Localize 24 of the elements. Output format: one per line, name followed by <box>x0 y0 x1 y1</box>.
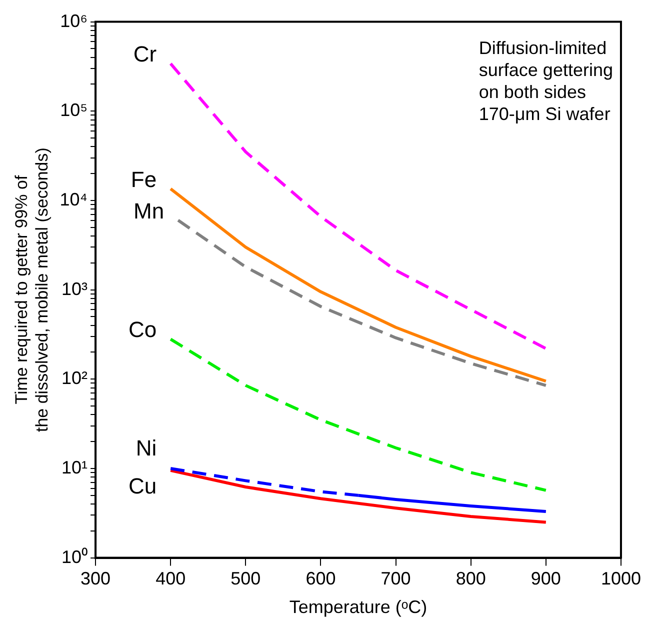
x-axis-title: Temperature (ᵒC) <box>289 597 428 618</box>
y-tick-label: 10⁴ <box>60 189 88 210</box>
y-tick-label: 10⁵ <box>60 100 88 120</box>
series-label: Ni <box>136 436 157 461</box>
x-tick-label: 900 <box>530 568 561 589</box>
series-label: Cu <box>128 474 157 499</box>
y-axis-title: Time required to getter 99% of the dissolved, mobile metal (seconds) <box>12 148 52 432</box>
y-tick-label: 10⁶ <box>60 10 88 31</box>
x-tick-label: 300 <box>80 568 111 589</box>
x-tick-label: 1000 <box>600 568 641 589</box>
series-label: Co <box>128 317 157 342</box>
x-tick-label: 400 <box>156 568 186 589</box>
series-label: Fe <box>130 166 157 192</box>
y-tick-label: 10³ <box>62 278 88 299</box>
annotation: Diffusion-limited surface gettering on both sides 170-μm Si wafer <box>478 38 613 124</box>
y-tick-label: 10² <box>62 368 88 388</box>
y-tick-label: 10⁰ <box>62 546 88 567</box>
series-label: Mn <box>134 198 164 224</box>
x-tick-label: 600 <box>306 568 336 589</box>
series-label: Cr <box>133 42 157 67</box>
y-tick-label: 10¹ <box>62 457 88 478</box>
x-tick-label: 700 <box>380 568 411 589</box>
x-tick-label: 500 <box>230 568 261 589</box>
x-tick-label: 800 <box>456 568 486 589</box>
